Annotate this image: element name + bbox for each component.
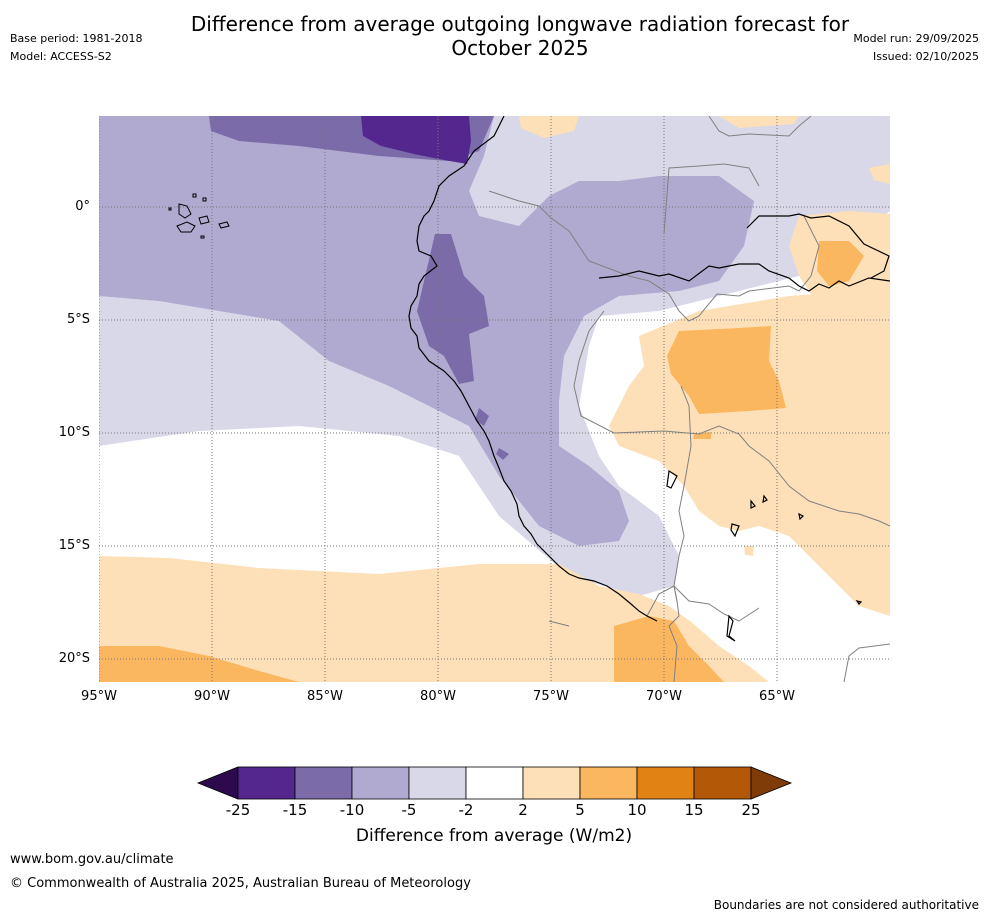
website-link[interactable]: www.bom.gov.au/climate (10, 852, 174, 867)
colorbar-bin-1 (237, 766, 296, 800)
colorbar-bin-6 (522, 766, 581, 800)
colorbar-bin-9 (693, 766, 752, 800)
lon-label-70w: 70°W (646, 689, 682, 704)
colorbar-bin-7 (579, 766, 638, 800)
lon-label-85w: 85°W (307, 689, 343, 704)
model-run: Model run: 29/09/2025 (853, 32, 979, 45)
colorbar-label: Difference from average (W/m2) (355, 826, 633, 846)
title-line-2: October 2025 (451, 36, 589, 60)
copyright-text: © Commonwealth of Australia 2025, Austra… (10, 876, 471, 891)
colorbar-tick: -5 (401, 801, 417, 819)
colorbar-extend-low (196, 766, 239, 800)
colorbar-bin-3 (351, 766, 410, 800)
colorbar-tick: 10 (627, 801, 647, 819)
meta-left: Base period: 1981-2018 Model: ACCESS-S2 (10, 30, 142, 66)
lon-label-75w: 75°W (533, 689, 569, 704)
lon-label-65w: 65°W (759, 689, 795, 704)
base-period: Base period: 1981-2018 (10, 32, 143, 45)
colorbar-tick: -2 (458, 801, 474, 819)
lon-label-90w: 90°W (194, 689, 230, 704)
disclaimer-text: Boundaries are not considered authoritat… (713, 898, 979, 912)
lat-label-0: 0° (75, 199, 90, 214)
meta-right: Model run: 29/09/2025 Issued: 02/10/2025 (853, 30, 979, 66)
map-panel (99, 116, 890, 682)
colorbar-tick: -25 (225, 801, 251, 819)
coastline (408, 116, 890, 642)
lon-label-95w: 95°W (81, 689, 117, 704)
issued-date: Issued: 02/10/2025 (872, 50, 979, 63)
lat-label-20s: 20°S (58, 651, 90, 666)
chart-title: Difference from average outgoing longwav… (0, 12, 988, 60)
lat-label-15s: 15°S (58, 538, 90, 553)
model-name: Model: ACCESS-S2 (10, 50, 112, 63)
deep-purple-areas (361, 116, 471, 164)
colorbar-tick: -10 (339, 801, 365, 819)
colorbar-tick: 25 (741, 801, 761, 819)
colorbar (196, 766, 793, 800)
colorbar-bin-4 (408, 766, 467, 800)
medium-orange-areas (99, 241, 864, 682)
lon-label-80w: 80°W (420, 689, 456, 704)
graticule (99, 116, 890, 682)
galapagos-islands (168, 193, 230, 239)
lat-label-5s: 5°S (66, 312, 90, 327)
title-line-1: Difference from average outgoing longwav… (190, 12, 850, 36)
colorbar-bin-8 (636, 766, 695, 800)
colorbar-tick: 5 (575, 801, 585, 819)
colorbar-tick: -15 (282, 801, 308, 819)
colorbar-bin-5 (465, 766, 524, 800)
colorbar-tick: 2 (518, 801, 528, 819)
colorbar-bin-2 (294, 766, 353, 800)
colorbar-tick: 15 (684, 801, 704, 819)
olr-anomaly-map (99, 116, 890, 682)
country-borders (488, 116, 890, 682)
lat-label-10s: 10°S (58, 425, 90, 440)
colorbar-extend-high (750, 766, 793, 800)
